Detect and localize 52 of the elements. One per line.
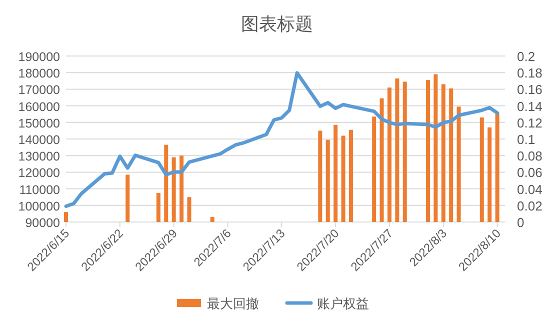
bar xyxy=(441,84,446,222)
bar xyxy=(64,212,68,222)
bar xyxy=(172,157,176,222)
line-series xyxy=(64,71,500,208)
y2-tick-label: 0.18 xyxy=(517,66,542,81)
bar xyxy=(180,156,184,222)
y-tick-label: 140000 xyxy=(18,133,60,147)
bar xyxy=(326,140,330,222)
y2-tick-label: 0 xyxy=(517,215,524,230)
bar xyxy=(348,130,353,222)
bar xyxy=(480,117,484,222)
y2-tick-label: 0.16 xyxy=(517,82,542,98)
y2-tick-label: 0.2 xyxy=(517,49,536,64)
bar xyxy=(434,74,438,222)
legend-label: 账户权益 xyxy=(317,296,369,311)
bar xyxy=(488,127,492,222)
chart-title: 图表标题 xyxy=(241,14,313,34)
y2-tick-label: 0.06 xyxy=(517,165,542,180)
y-tick-label: 180000 xyxy=(18,66,60,81)
y-tick-label: 130000 xyxy=(18,150,60,164)
bar xyxy=(456,106,461,222)
y-tick-label: 160000 xyxy=(18,100,60,114)
bar xyxy=(334,124,338,222)
legend-label: 最大回撤 xyxy=(207,296,259,311)
bar xyxy=(164,144,168,222)
bar xyxy=(318,130,322,222)
bar xyxy=(495,113,500,222)
y-tick-label: 150000 xyxy=(18,116,60,130)
bar xyxy=(372,116,376,222)
y2-tick-label: 0.1 xyxy=(517,132,536,147)
y-tick-label: 120000 xyxy=(18,166,60,180)
bar xyxy=(402,82,407,222)
bar xyxy=(426,80,430,222)
y-tick-label: 100000 xyxy=(18,199,60,214)
y2-tick-label: 0.14 xyxy=(517,98,542,114)
bar xyxy=(341,136,346,222)
y2-tick-label: 0.04 xyxy=(517,182,542,197)
bar xyxy=(210,217,214,222)
y2-tick-label: 0.08 xyxy=(517,148,542,164)
bar xyxy=(387,88,392,222)
y-tick-label: 190000 xyxy=(18,50,60,64)
bar xyxy=(395,78,400,222)
y-tick-label: 90000 xyxy=(25,216,60,230)
bar xyxy=(126,174,130,222)
bar xyxy=(187,197,192,222)
y-tick-label: 170000 xyxy=(18,83,60,98)
y2-tick-label: 0.12 xyxy=(517,115,542,130)
y2-tick-label: 0.02 xyxy=(517,198,542,214)
bar xyxy=(449,88,454,222)
y-tick-label: 110000 xyxy=(19,182,60,197)
bar xyxy=(380,98,384,222)
bar xyxy=(156,192,160,222)
